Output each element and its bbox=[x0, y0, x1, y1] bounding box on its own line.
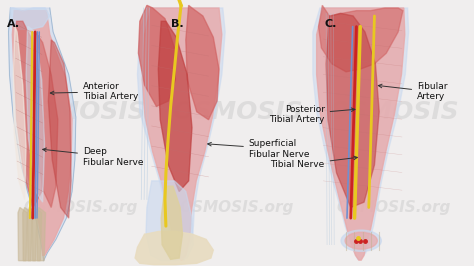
Polygon shape bbox=[186, 5, 219, 120]
Ellipse shape bbox=[345, 232, 377, 249]
Polygon shape bbox=[313, 8, 409, 259]
Text: OSMOSIS: OSMOSIS bbox=[15, 100, 146, 124]
Text: Deep
Fibular Nerve: Deep Fibular Nerve bbox=[43, 147, 144, 167]
Polygon shape bbox=[9, 8, 76, 261]
Text: OSMOSIS: OSMOSIS bbox=[328, 100, 459, 124]
Text: Anterior
Tibial Artery: Anterior Tibial Artery bbox=[50, 82, 138, 101]
Polygon shape bbox=[319, 5, 403, 72]
Polygon shape bbox=[32, 207, 42, 261]
Polygon shape bbox=[135, 231, 213, 265]
Polygon shape bbox=[37, 207, 46, 261]
Text: OSMOSIS.org: OSMOSIS.org bbox=[180, 200, 294, 215]
Polygon shape bbox=[317, 8, 405, 260]
Polygon shape bbox=[32, 32, 58, 207]
Text: Superficial
Fibular Nerve: Superficial Fibular Nerve bbox=[208, 139, 310, 159]
Ellipse shape bbox=[341, 230, 381, 251]
Text: C.: C. bbox=[325, 19, 337, 29]
Polygon shape bbox=[13, 27, 26, 200]
Polygon shape bbox=[10, 8, 50, 29]
Polygon shape bbox=[161, 186, 182, 259]
Text: OSMOSIS.org: OSMOSIS.org bbox=[336, 200, 451, 215]
Polygon shape bbox=[18, 207, 27, 261]
Polygon shape bbox=[14, 21, 44, 207]
Polygon shape bbox=[326, 13, 379, 207]
Polygon shape bbox=[142, 8, 222, 260]
Text: OSMOSIS: OSMOSIS bbox=[172, 100, 302, 124]
Polygon shape bbox=[26, 27, 45, 202]
Text: Tibial Nerve: Tibial Nerve bbox=[271, 156, 357, 169]
Polygon shape bbox=[48, 40, 71, 218]
Polygon shape bbox=[146, 181, 193, 261]
Text: B.: B. bbox=[171, 19, 183, 29]
Polygon shape bbox=[158, 21, 192, 192]
Text: OSMOSIS.org: OSMOSIS.org bbox=[23, 200, 138, 215]
Text: A.: A. bbox=[7, 19, 20, 29]
Polygon shape bbox=[138, 5, 175, 106]
Polygon shape bbox=[23, 207, 32, 261]
Polygon shape bbox=[137, 8, 225, 261]
Text: Posterior
Tibial Artery: Posterior Tibial Artery bbox=[269, 105, 355, 124]
Polygon shape bbox=[12, 11, 72, 255]
Text: Fibular
Artery: Fibular Artery bbox=[378, 82, 447, 101]
Polygon shape bbox=[27, 207, 37, 261]
